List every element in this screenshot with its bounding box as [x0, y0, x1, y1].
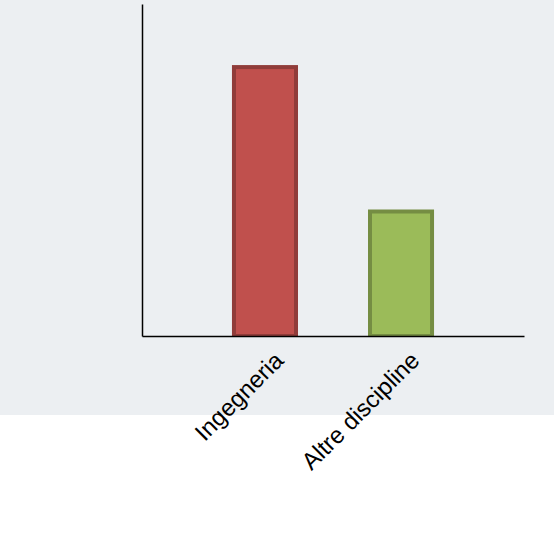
- x-axis: IngegneriaAltre discipline: [143, 337, 525, 475]
- x-tick: Altre discipline: [296, 346, 425, 475]
- x-tick-label: Ingegneria: [189, 346, 289, 446]
- y-axis: [142, 5, 143, 337]
- bar: [234, 67, 296, 336]
- y-axis-line: [142, 5, 144, 337]
- x-tick: Ingegneria: [189, 346, 289, 446]
- chart: IngegneriaAltre discipline: [0, 0, 554, 555]
- x-tick-label: Altre discipline: [296, 346, 425, 475]
- x-axis-line: [143, 336, 525, 338]
- bars: [234, 67, 432, 336]
- background: [0, 0, 554, 415]
- bar: [370, 212, 432, 337]
